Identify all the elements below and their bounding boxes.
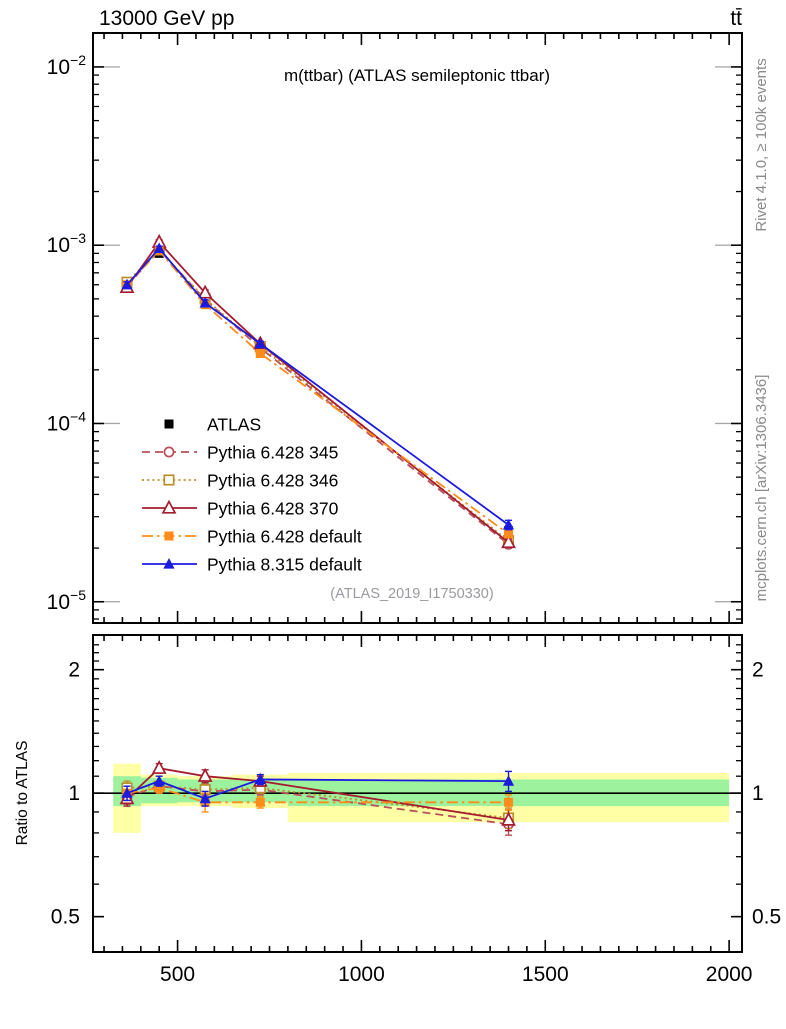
legend-label: Pythia 6.428 346 — [207, 471, 338, 491]
legend-label: Pythia 8.315 default — [207, 555, 362, 575]
series-pythia-8-315-default — [121, 242, 515, 531]
ratio-y-tick-label: 2 — [752, 659, 764, 682]
legend: ATLAS Pythia 6.428 345 Pythia 6.428 346 Pyt… — [142, 415, 362, 575]
legend-label: ATLAS — [207, 415, 261, 435]
main-y-tick-label: 10−5 — [47, 587, 87, 614]
main-y-tick-label: 10−2 — [47, 52, 87, 79]
legend-entry-pythia-6-428-346: Pythia 6.428 346 — [142, 471, 338, 491]
ratio-y-tick-label: 1 — [68, 782, 80, 805]
main-axes — [93, 33, 742, 623]
x-tick-label: 2000 — [706, 963, 753, 986]
plot-title: m(ttbar) (ATLAS semileptonic ttbar) — [284, 66, 550, 85]
ratio-series — [119, 759, 516, 836]
ratio-axis-title: Ratio to ATLAS — [14, 741, 31, 846]
ratio-y-tick-label: 0.5 — [51, 906, 80, 929]
x-tick-label: 1500 — [522, 963, 569, 986]
legend-entry-pythia-6-428-370: Pythia 6.428 370 — [142, 499, 339, 519]
legend-label: Pythia 6.428 default — [207, 527, 362, 547]
main-y-tick-labels: 10−2 10−3 10−4 10−5 — [47, 52, 87, 614]
ratio-y-tick-label: 2 — [68, 659, 80, 682]
ratio-series-pythia-8-315-default — [121, 770, 515, 807]
ratio-y-tick-labels: 0.5 0.5 1 1 2 2 — [51, 659, 781, 929]
x-tick-label: 1000 — [338, 963, 385, 986]
ratio-y-tick-label: 0.5 — [752, 906, 781, 929]
legend-entry-pythia-8-315-default: Pythia 8.315 default — [142, 555, 362, 575]
legend-entry-atlas: ATLAS — [164, 415, 261, 435]
mcplots-note: mcplots.cern.ch [arXiv:1306.3436] — [753, 375, 770, 602]
ratio-axis-frame — [92, 634, 743, 953]
main-y-tick-label: 10−3 — [47, 230, 87, 257]
legend-entry-pythia-6-428-345: Pythia 6.428 345 — [142, 443, 338, 463]
x-tick-label: 500 — [160, 963, 195, 986]
ratio-plot-panel: 0.5 0.5 1 1 2 2 500 1000 1500 2000 — [51, 634, 781, 986]
main-plot-panel: 10−2 10−3 10−4 10−5 — [47, 32, 743, 624]
main-axis-frame — [92, 32, 743, 624]
collision-energy-title: 13000 GeV pp — [99, 7, 234, 30]
main-series — [119, 233, 516, 550]
x-tick-labels: 500 1000 1500 2000 — [160, 963, 752, 986]
process-title: tt̄ — [730, 7, 742, 30]
main-y-tick-label: 10−4 — [47, 408, 87, 435]
legend-label: Pythia 6.428 345 — [207, 443, 338, 463]
rivet-version-note: Rivet 4.1.0, ≥ 100k events — [753, 58, 770, 231]
figure-annotations: 13000 GeV pp tt̄ m(ttbar) (ATLAS semilep… — [14, 7, 770, 845]
analysis-watermark: (ATLAS_2019_I1750330) — [330, 586, 493, 602]
ratio-y-tick-label: 1 — [752, 782, 764, 805]
series-atlas — [122, 248, 514, 536]
legend-label: Pythia 6.428 370 — [207, 499, 339, 519]
legend-entry-pythia-6-428-default: Pythia 6.428 default — [142, 527, 362, 547]
